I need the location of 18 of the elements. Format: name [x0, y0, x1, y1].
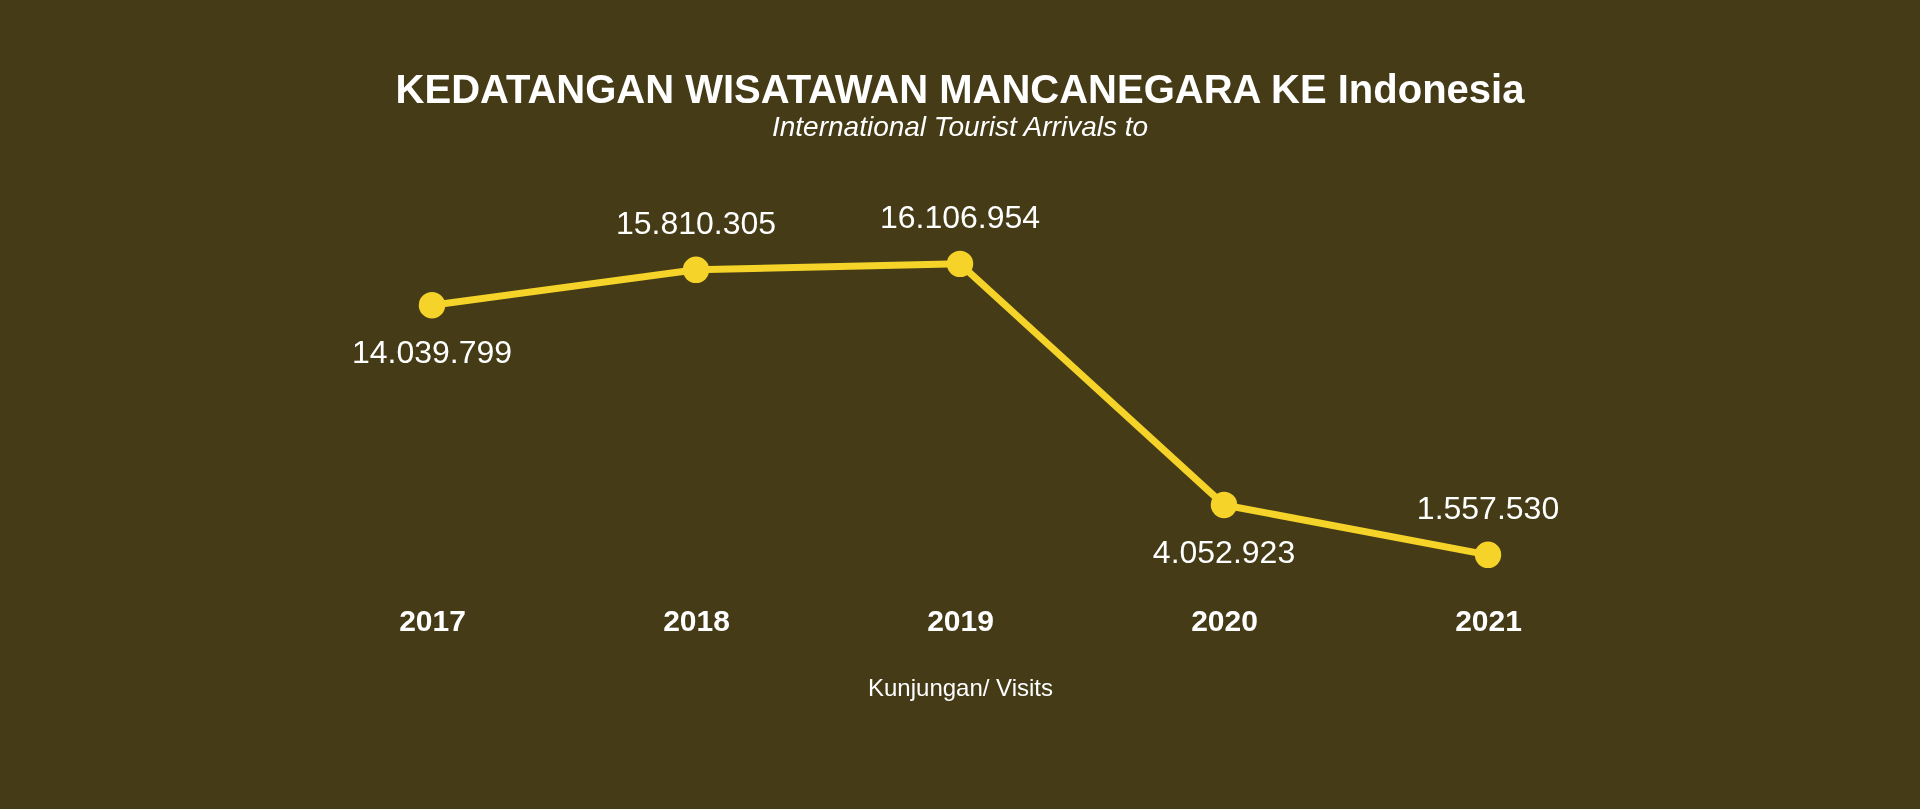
- data-label: 15.810.305: [615, 204, 777, 241]
- x-tick-label: 2018: [663, 603, 730, 637]
- x-axis-title: Kunjungan/ Visits: [867, 673, 1054, 701]
- point: [682, 256, 710, 283]
- data-label: 4.052.923: [1152, 533, 1296, 570]
- point: [1474, 541, 1502, 569]
- point: [418, 292, 446, 319]
- chart-subtitle: International Tourist Arrivals to: [771, 110, 1149, 142]
- point: [1210, 491, 1238, 519]
- x-tick-label: 2020: [1191, 603, 1258, 637]
- x-tick-label: 2021: [1455, 603, 1522, 637]
- point: [946, 250, 974, 278]
- x-tick-label: 2019: [927, 603, 994, 637]
- x-tick-label: 2017: [399, 603, 466, 637]
- data-label: 14.039.799: [351, 334, 513, 371]
- data-label: 1.557.530: [1416, 489, 1560, 526]
- data-label: 16.106.954: [879, 198, 1041, 235]
- chart-title: KEDATANGAN WISATAWAN MANCANEGARA KE Indonesia: [395, 66, 1526, 111]
